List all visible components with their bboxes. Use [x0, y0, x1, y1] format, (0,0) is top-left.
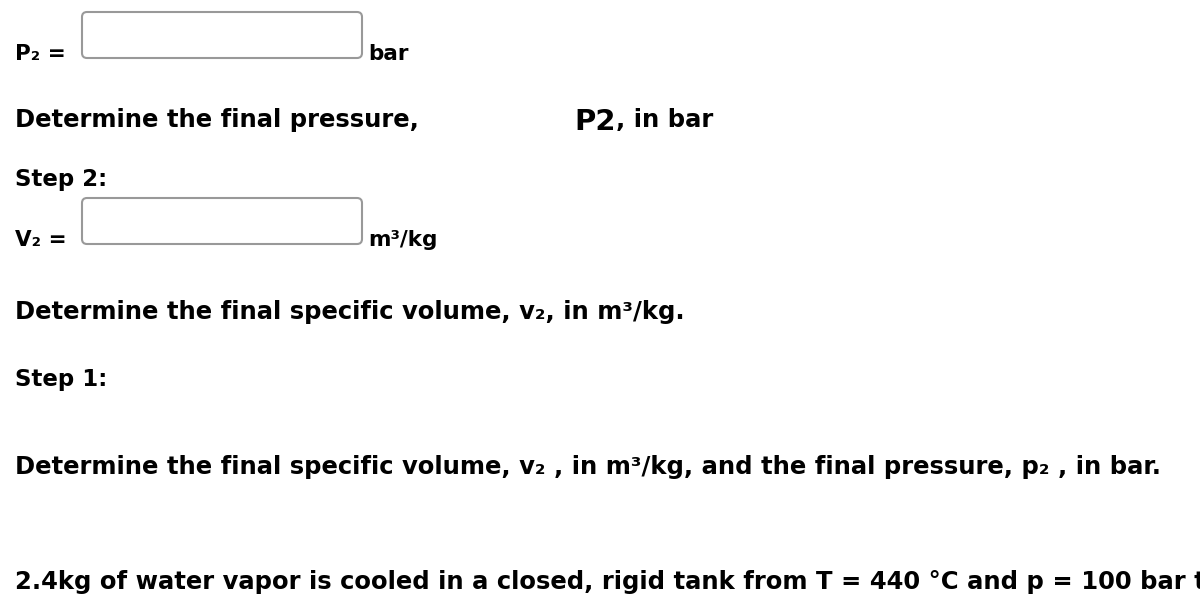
Text: P2: P2	[574, 108, 616, 136]
Text: , in bar: , in bar	[616, 108, 713, 132]
Text: V₂ =: V₂ =	[14, 230, 67, 250]
Text: P₂ =: P₂ =	[14, 44, 66, 64]
Text: m³/kg: m³/kg	[368, 230, 437, 250]
FancyBboxPatch shape	[82, 12, 362, 58]
Text: Step 1:: Step 1:	[14, 368, 107, 391]
Text: 2.4kg of water vapor is cooled in a closed, rigid tank from T = 440 °C and p = 1: 2.4kg of water vapor is cooled in a clos…	[14, 570, 1200, 595]
Text: bar: bar	[368, 44, 408, 64]
Text: Determine the final pressure,: Determine the final pressure,	[14, 108, 427, 132]
Text: Determine the final specific volume, v₂, in m³/kg.: Determine the final specific volume, v₂,…	[14, 300, 685, 324]
Text: Determine the final specific volume, v₂ , in m³/kg, and the final pressure, p₂ ,: Determine the final specific volume, v₂ …	[14, 455, 1162, 479]
Text: Step 2:: Step 2:	[14, 168, 107, 191]
FancyBboxPatch shape	[82, 198, 362, 244]
